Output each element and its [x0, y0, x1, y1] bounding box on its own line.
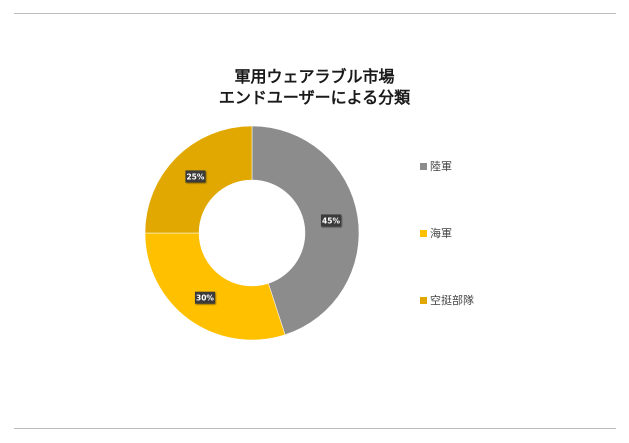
data-labels: 45% 30% 25%: [185, 170, 342, 304]
legend-item-2: 海軍: [420, 225, 452, 241]
data-label-box: [321, 214, 342, 227]
legend-item-3: 空挺部隊: [420, 292, 474, 308]
donut-slices: [144, 125, 360, 341]
bottom-divider: [14, 428, 616, 429]
data-label-1: 45%: [321, 214, 342, 227]
donut-slice-1: [251, 125, 360, 336]
data-label-box: [185, 170, 206, 183]
data-label-2: 30%: [194, 291, 215, 304]
chart-title-line-1: 軍用ウェアラブル市場: [234, 67, 395, 86]
legend-label: 陸軍: [430, 160, 452, 173]
legend-label: 空挺部隊: [430, 294, 474, 307]
data-label-3: 25%: [185, 170, 206, 183]
data-label-text: 45%: [322, 216, 340, 225]
data-label-text: 30%: [196, 294, 214, 303]
legend-swatch: [420, 229, 427, 237]
data-label-box: [194, 291, 215, 304]
legend-swatch: [420, 162, 427, 170]
data-label-text: 25%: [186, 172, 204, 181]
chart-title: 軍用ウェアラブル市場 エンドユーザーによる分類: [0, 66, 629, 108]
donut-slice-2: [144, 232, 286, 341]
chart-title-line-2: エンドユーザーによる分類: [218, 88, 411, 107]
legend-item-1: 陸軍: [420, 158, 452, 174]
top-divider: [14, 13, 616, 14]
legend-label: 海軍: [430, 227, 452, 240]
legend-swatch: [420, 296, 427, 304]
